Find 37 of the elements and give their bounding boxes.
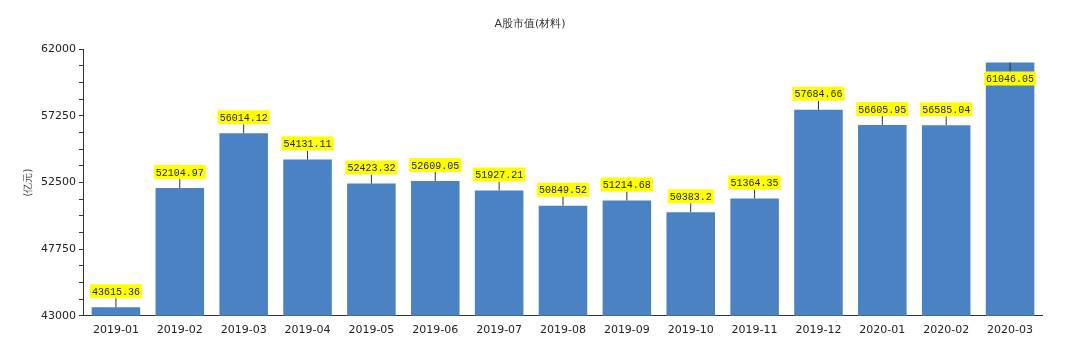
x-tick-label: 2019-06 xyxy=(412,323,459,337)
data-label: 51364.35 xyxy=(730,178,779,190)
y-axis-title: (亿元) xyxy=(21,168,33,197)
x-tick-label: 2019-04 xyxy=(284,323,331,337)
y-tick-label: 62000 xyxy=(40,42,76,56)
data-label: 52104.97 xyxy=(155,167,204,179)
data-label: 52423.32 xyxy=(347,163,396,175)
data-label: 61046.05 xyxy=(986,74,1035,86)
y-tick-label: 52500 xyxy=(40,175,76,189)
x-tick-label: 2019-08 xyxy=(540,323,586,337)
chart-title: A股市值(材料) xyxy=(494,17,566,31)
x-tick-label: 2019-12 xyxy=(795,323,842,337)
data-label: 56585.04 xyxy=(922,104,971,116)
y-tick-label: 43000 xyxy=(40,308,76,322)
data-label: 52609.05 xyxy=(411,160,460,172)
data-label: 56605.95 xyxy=(858,104,907,116)
x-tick-label: 2019-01 xyxy=(92,323,139,337)
data-label: 43615.36 xyxy=(91,286,140,298)
data-label: 56014.12 xyxy=(219,112,268,124)
y-tick-label: 47750 xyxy=(40,242,76,256)
data-label: 51214.68 xyxy=(602,180,651,192)
data-label: 51927.21 xyxy=(475,170,524,182)
x-tick-label: 2019-03 xyxy=(220,323,267,337)
x-tick-label: 2020-01 xyxy=(859,323,906,337)
data-label: 50849.52 xyxy=(538,185,587,197)
x-tick-label: 2019-05 xyxy=(348,323,395,337)
x-tick-label: 2019-10 xyxy=(667,323,714,337)
data-label: 57684.66 xyxy=(794,89,843,101)
x-tick-label: 2019-02 xyxy=(156,323,203,337)
x-tick-label: 2020-02 xyxy=(923,323,970,337)
x-tick-label: 2019-11 xyxy=(731,323,778,337)
y-tick-label: 57250 xyxy=(40,108,76,122)
data-label: 50383.2 xyxy=(669,191,712,203)
x-tick-label: 2019-07 xyxy=(476,323,523,337)
x-tick-label: 2020-03 xyxy=(987,323,1034,337)
data-label: 54131.11 xyxy=(283,139,332,151)
x-tick-label: 2019-09 xyxy=(603,323,650,337)
